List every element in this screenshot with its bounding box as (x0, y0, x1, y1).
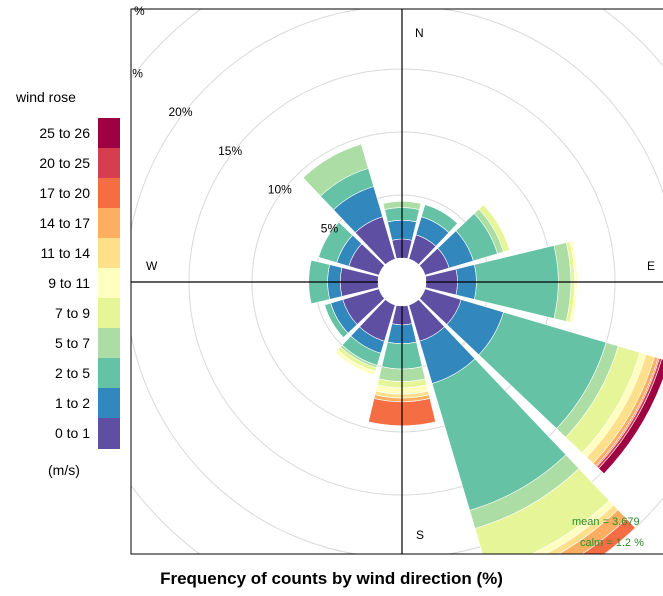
petal-segment (581, 518, 636, 554)
legend-swatch (98, 298, 120, 329)
petal-segment (420, 204, 458, 234)
legend-label: 1 to 2 (54, 395, 90, 411)
legend-swatch (98, 118, 120, 149)
legend: wind rose 25 to 26 20 to 25 17 to 20 14 to … (0, 0, 130, 560)
petal-segment (569, 240, 578, 324)
petal-segment (302, 143, 369, 197)
ring-label: 10% (268, 183, 292, 197)
legend-units: (m/s) (48, 462, 80, 478)
direction-label-n: N (415, 26, 424, 40)
legend-label: 11 to 14 (40, 245, 90, 261)
petal-segment (318, 221, 354, 264)
legend-label: 14 to 17 (39, 215, 90, 231)
ring-label: 25% (119, 66, 143, 80)
legend-label: 7 to 9 (54, 305, 90, 321)
legend-label: 5 to 7 (54, 335, 90, 351)
legend-swatch (98, 148, 120, 179)
legend-swatch (98, 238, 120, 269)
legend-label: 2 to 5 (54, 365, 90, 381)
legend-swatch (98, 208, 120, 239)
legend-swatch (98, 178, 120, 209)
petal-segment (324, 302, 349, 338)
petal-segment (334, 349, 376, 376)
legend-label: 25 to 26 (39, 125, 90, 141)
legend-label: 9 to 11 (48, 275, 90, 291)
legend-swatch (98, 388, 120, 419)
direction-label-s: S (416, 528, 424, 542)
direction-label-w: W (146, 259, 158, 273)
direction-label-e: E (647, 259, 655, 273)
calm-circle (378, 258, 426, 306)
plot-frame (130, 8, 663, 555)
ring-label: 15% (218, 144, 242, 158)
ring-label: 5% (321, 221, 339, 235)
unit-symbol: % (134, 4, 145, 18)
legend-swatch (98, 418, 120, 449)
legend-title: wind rose (16, 89, 76, 105)
stat-calm: calm = 1.2 % (580, 537, 644, 549)
petal-segment (478, 204, 510, 253)
legend-label: 17 to 20 (39, 185, 90, 201)
stat-mean: mean = 3.679 (572, 516, 640, 528)
legend-label: 20 to 25 (39, 155, 90, 171)
chart-title: Frequency of counts by wind direction (%… (160, 569, 503, 588)
legend-swatch (98, 358, 120, 389)
petal-segment (598, 358, 663, 475)
ring-label: 20% (168, 105, 192, 119)
legend-swatch (98, 328, 120, 359)
legend-label: 0 to 1 (54, 425, 90, 441)
legend-swatch (98, 268, 120, 299)
